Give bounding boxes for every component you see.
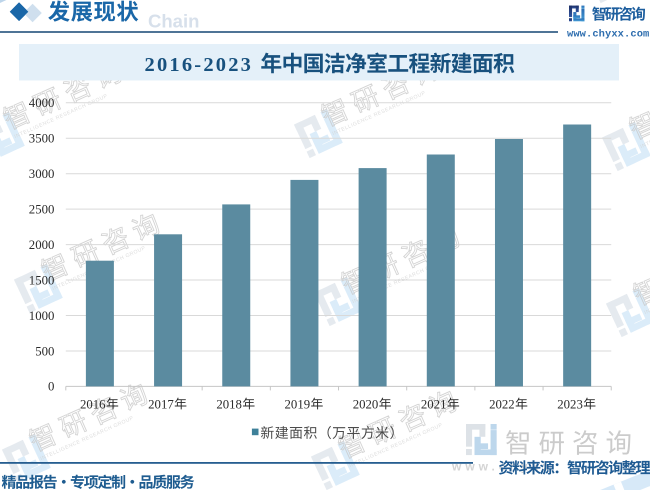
- svg-text:INTELLIGENCE RESEARCH GROUP: INTELLIGENCE RESEARCH GROUP: [331, 90, 426, 137]
- svg-text:500: 500: [35, 344, 54, 358]
- svg-text:3500: 3500: [29, 132, 55, 146]
- svg-text:2017: 2017: [148, 397, 174, 411]
- svg-text:2022: 2022: [489, 397, 515, 411]
- svg-text:2000: 2000: [29, 238, 55, 252]
- svg-text:2016-2023: 2016-2023: [145, 54, 254, 76]
- svg-text:2021: 2021: [421, 397, 447, 411]
- svg-text:2500: 2500: [29, 202, 55, 216]
- svg-text:2016: 2016: [80, 397, 106, 411]
- svg-text:2020: 2020: [353, 397, 379, 411]
- svg-text:www.chyxx.com: www.chyxx.com: [567, 28, 649, 40]
- svg-text:2019: 2019: [285, 397, 311, 411]
- svg-text:INTELLIGENCE RESEARCH GROUP: INTELLIGENCE RESEARCH GROUP: [13, 93, 108, 140]
- svg-text:4000: 4000: [29, 96, 55, 110]
- svg-text:INTELLIGENCE RESEARCH GROUP: INTELLIGENCE RESEARCH GROUP: [39, 415, 134, 462]
- svg-text:0: 0: [48, 380, 54, 394]
- svg-text:2018: 2018: [216, 397, 242, 411]
- svg-text:Chain: Chain: [148, 10, 199, 31]
- svg-text:2023: 2023: [557, 397, 583, 411]
- svg-text:1000: 1000: [29, 309, 55, 323]
- svg-text:1500: 1500: [29, 273, 55, 287]
- svg-text:3000: 3000: [29, 167, 55, 181]
